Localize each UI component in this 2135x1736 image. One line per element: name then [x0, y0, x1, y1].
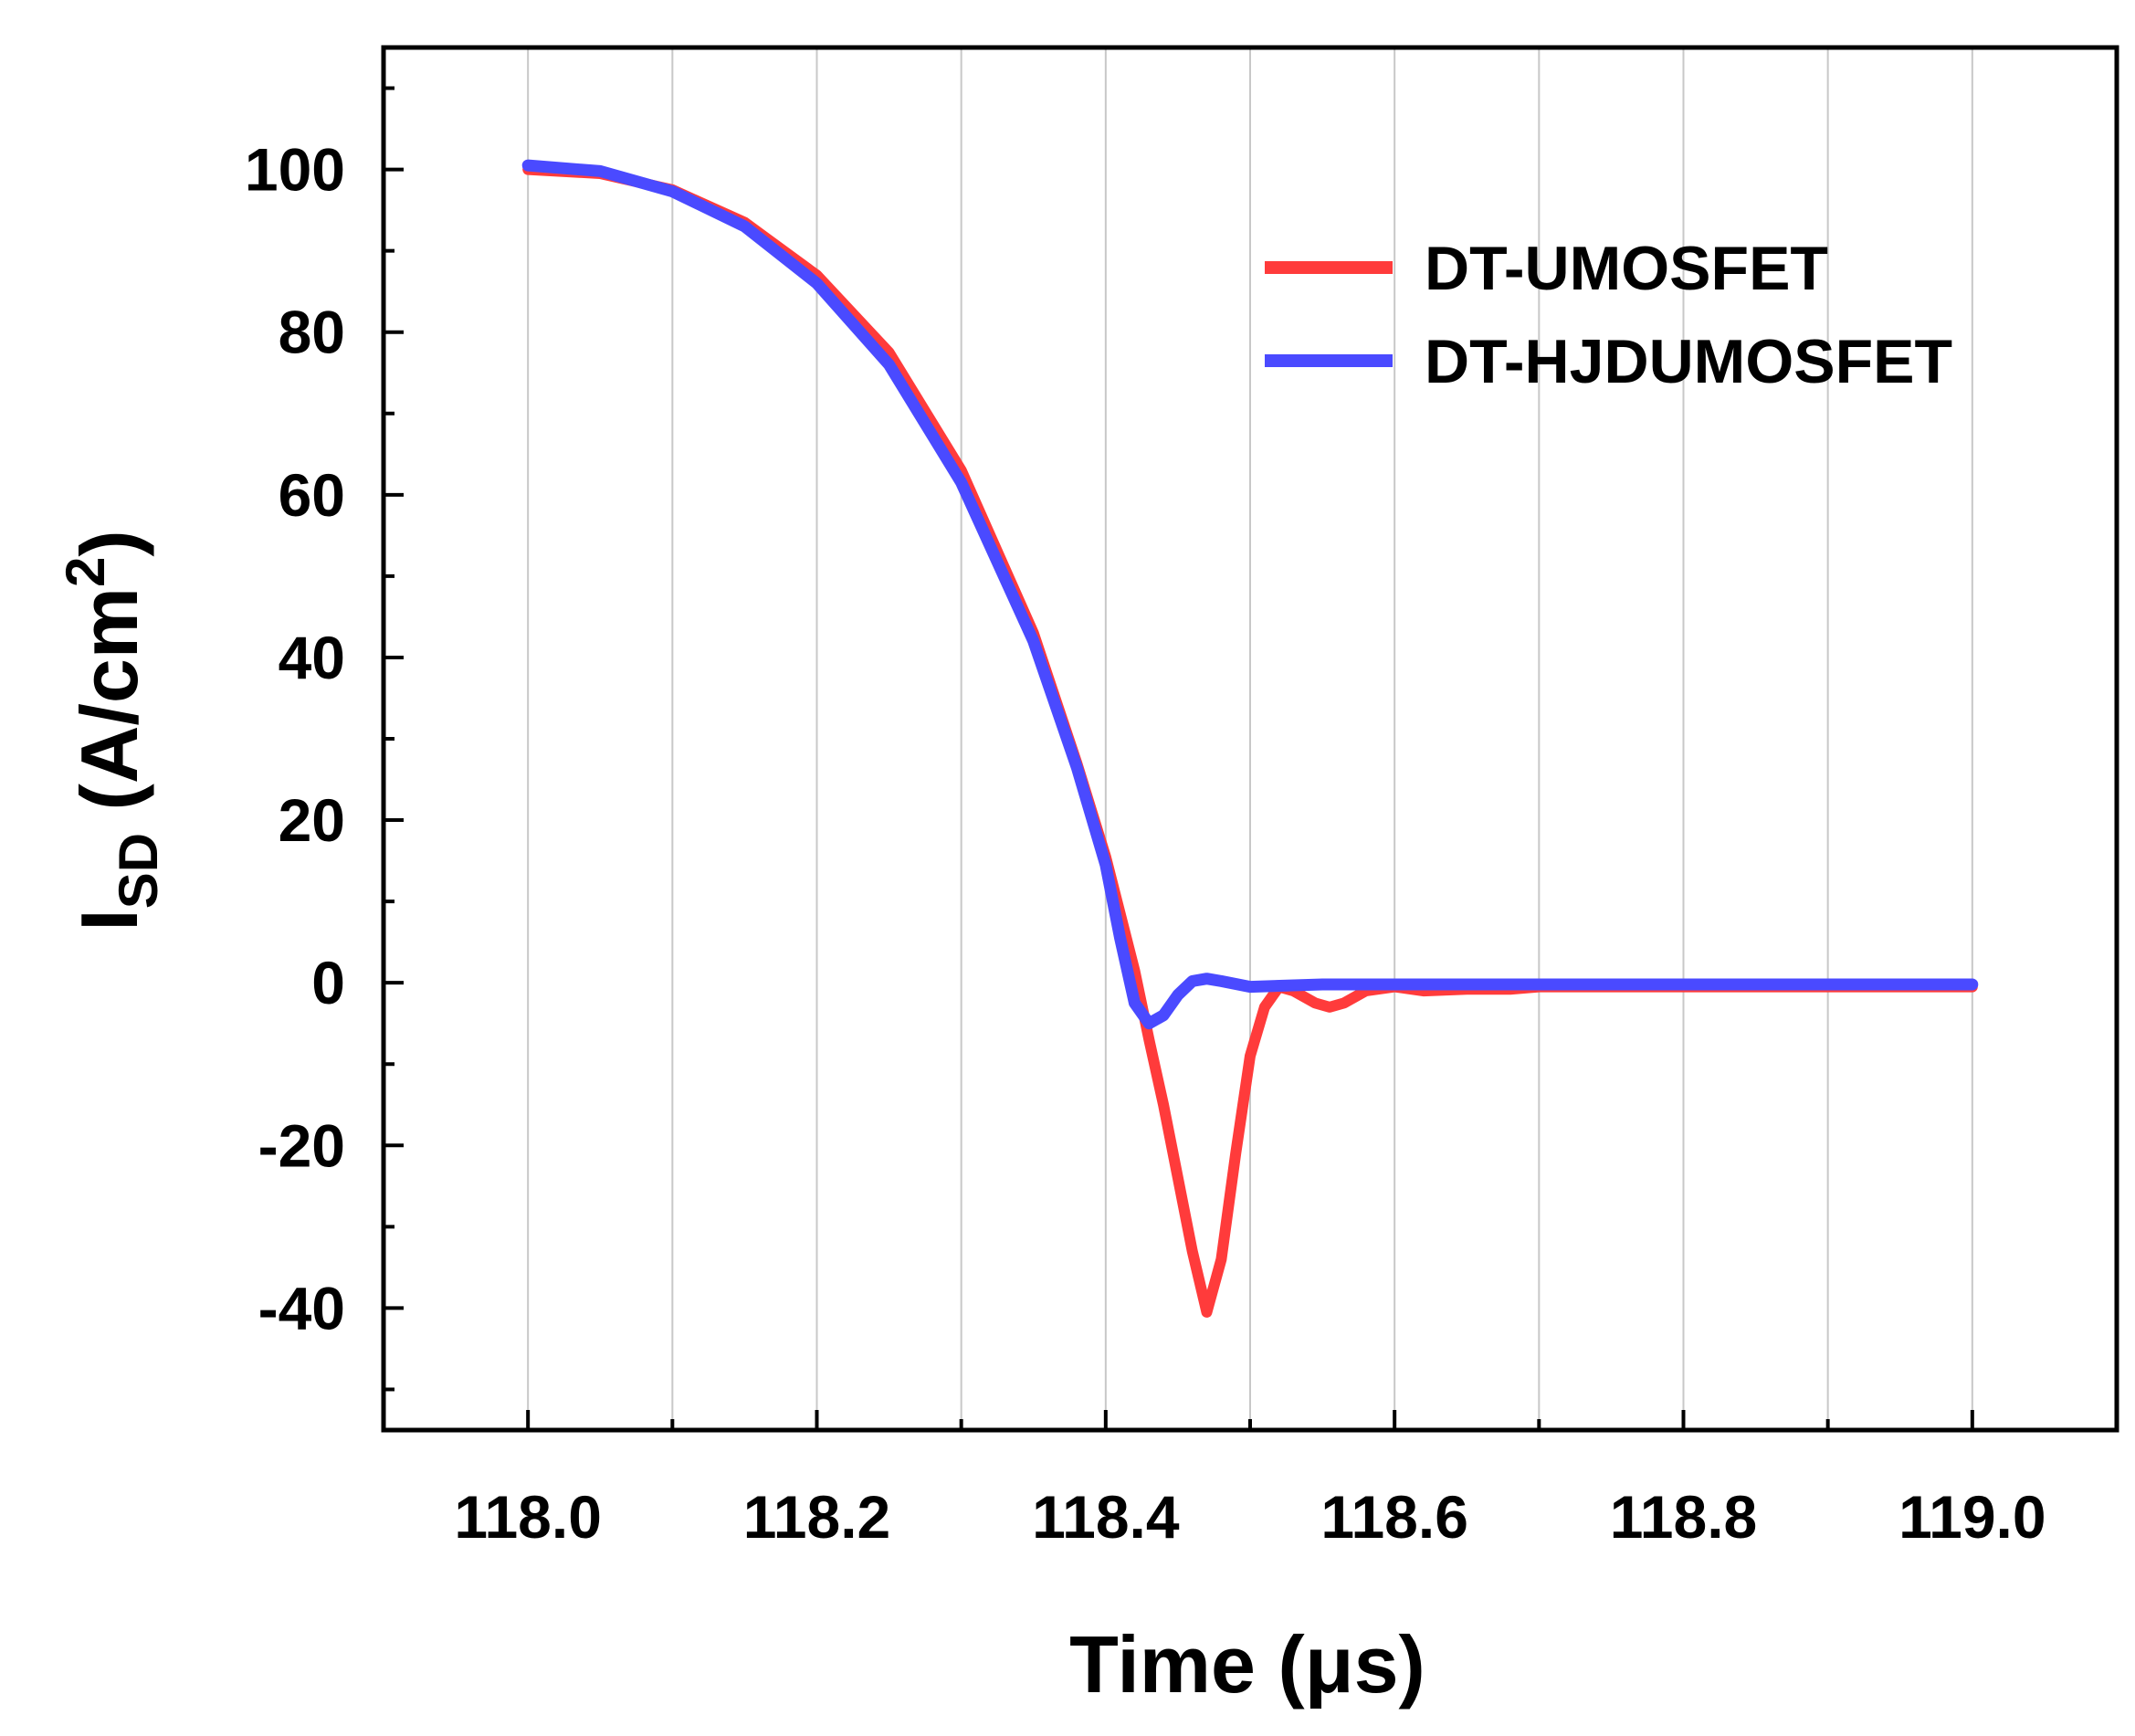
- x-tick-label: 119.0: [1898, 1483, 2046, 1551]
- y-axis-title-superscript: 2: [55, 557, 116, 587]
- y-tick-label: 60: [279, 461, 345, 529]
- legend-label-1: DT-UMOSFET: [1425, 234, 1828, 303]
- y-tick-label: -20: [258, 1111, 345, 1179]
- y-axis-title-subscript: SD: [108, 833, 169, 909]
- y-tick-label: 100: [245, 136, 345, 204]
- y-tick-label: -40: [258, 1274, 345, 1341]
- y-tick-label: 20: [279, 786, 345, 854]
- y-tick-label: 80: [279, 299, 345, 366]
- y-axis-ticks: -40 -20 0 20 40 60 80 100: [245, 86, 404, 1392]
- series-line-2: [521, 159, 1979, 1030]
- x-tick-label: 118.2: [743, 1483, 891, 1551]
- legend-label-2: DT-HJDUMOSFET: [1425, 327, 1952, 396]
- x-tick-label: 118.0: [454, 1483, 602, 1551]
- y-tick-label: 40: [279, 624, 345, 691]
- x-tick-label: 118.8: [1610, 1483, 1758, 1551]
- x-axis-title: Time (μs): [1069, 1619, 1425, 1710]
- y-axis-title-close: ): [64, 530, 154, 556]
- y-axis-title-unit: (A/cm: [64, 587, 154, 833]
- x-tick-label: 118.4: [1032, 1483, 1180, 1551]
- y-axis-title: ISD (A/cm2): [55, 530, 169, 931]
- series-lines: [521, 159, 1979, 1318]
- y-tick-label: 0: [311, 949, 345, 1016]
- legend: DT-UMOSFET DT-HJDUMOSFET: [1265, 234, 1952, 396]
- x-axis-ticks: 118.0 118.2 118.4 118.6 118.8 119.0: [454, 1410, 2046, 1551]
- x-tick-label: 118.6: [1320, 1483, 1468, 1551]
- y-axis-title-main: I: [64, 909, 154, 931]
